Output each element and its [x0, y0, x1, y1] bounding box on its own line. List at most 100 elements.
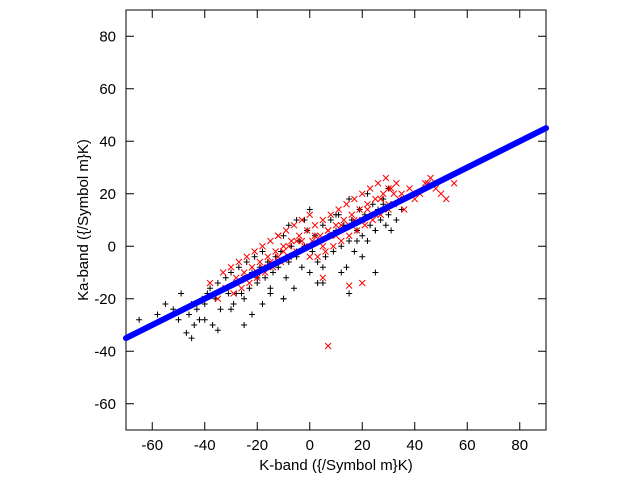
x-axis-label: K-band ({/Symbol m}K) [259, 457, 412, 474]
point-cross [427, 174, 434, 182]
point-plus [346, 238, 353, 244]
point-cross [450, 179, 458, 187]
point-cross [330, 242, 337, 250]
y-tick-label: -40 [94, 343, 116, 360]
point-cross [285, 242, 293, 250]
point-cross [235, 258, 243, 266]
point-plus [319, 264, 326, 271]
point-plus [214, 280, 221, 286]
point-plus [364, 238, 371, 244]
point-cross [361, 221, 369, 229]
point-cross [206, 279, 214, 287]
point-plus [338, 269, 345, 276]
point-plus [228, 306, 234, 313]
point-plus [136, 316, 143, 323]
point-plus [359, 232, 366, 239]
point-plus [243, 259, 250, 265]
point-plus [393, 217, 400, 223]
point-plus [207, 285, 213, 292]
x-tick-label: -40 [194, 437, 216, 454]
point-plus [314, 259, 321, 265]
point-plus [251, 253, 258, 260]
point-plus [330, 248, 337, 255]
point-plus [306, 269, 313, 276]
point-cross [385, 185, 392, 192]
point-plus [327, 217, 334, 223]
point-plus [298, 264, 305, 271]
point-cross [256, 258, 264, 266]
point-cross [280, 242, 287, 250]
point-cross [319, 242, 327, 250]
point-plus [191, 322, 198, 328]
point-cross [442, 195, 450, 203]
point-cross [311, 221, 319, 229]
point-cross [243, 253, 251, 261]
x-tick-label: 20 [354, 437, 371, 454]
point-cross [358, 190, 366, 198]
point-cross [372, 195, 379, 203]
y-tick-label: 60 [99, 81, 116, 98]
point-cross [267, 237, 274, 245]
point-cross [348, 211, 356, 219]
point-cross [293, 237, 300, 245]
x-tick-label: 0 [306, 437, 314, 454]
point-cross [382, 174, 390, 182]
point-plus [319, 280, 326, 286]
point-plus [267, 290, 274, 297]
point-cross [306, 253, 314, 261]
point-cross [259, 242, 266, 250]
point-cross [248, 263, 256, 271]
point-cross [288, 237, 295, 245]
point-cross [398, 190, 405, 198]
x-tick-label: -60 [141, 437, 163, 454]
point-plus [196, 316, 203, 323]
point-plus [154, 311, 161, 318]
y-tick-label: 20 [99, 186, 116, 203]
point-cross [345, 282, 353, 289]
x-tick-label: 60 [459, 437, 476, 454]
y-tick-label: 40 [99, 133, 116, 150]
point-plus [346, 290, 353, 297]
point-cross [353, 227, 361, 234]
point-plus [306, 206, 313, 213]
point-plus [209, 322, 216, 328]
fit-line [123, 125, 549, 342]
point-plus [377, 217, 384, 223]
point-plus [201, 316, 208, 323]
point-plus [214, 327, 221, 334]
point-cross [311, 232, 319, 240]
point-plus [246, 285, 253, 292]
y-tick-label: -20 [94, 291, 116, 308]
point-cross [351, 195, 358, 203]
point-cross [345, 232, 353, 240]
point-plus [175, 316, 182, 323]
x-tick-label: 80 [511, 437, 528, 454]
point-cross [337, 237, 345, 245]
point-cross [374, 179, 382, 187]
x-tick-label: -20 [246, 437, 268, 454]
point-plus [217, 306, 224, 313]
point-plus [291, 285, 297, 292]
point-plus [183, 329, 190, 336]
point-plus [249, 311, 255, 318]
point-plus [230, 301, 237, 307]
point-cross [387, 185, 395, 192]
point-cross [366, 185, 374, 192]
point-cross [390, 190, 398, 198]
point-cross [274, 232, 282, 240]
point-plus [319, 222, 326, 229]
point-cross [303, 227, 311, 234]
point-cross [298, 216, 306, 224]
point-cross [219, 269, 227, 276]
point-cross [437, 190, 445, 198]
point-cross [343, 200, 350, 208]
point-cross [295, 232, 303, 240]
points-layer [123, 125, 549, 350]
plot-frame [125, 9, 547, 431]
point-plus [235, 264, 242, 271]
point-plus [259, 301, 266, 307]
point-plus [178, 290, 185, 297]
point-cross [364, 206, 371, 213]
point-cross [282, 227, 290, 234]
point-cross [324, 227, 332, 234]
